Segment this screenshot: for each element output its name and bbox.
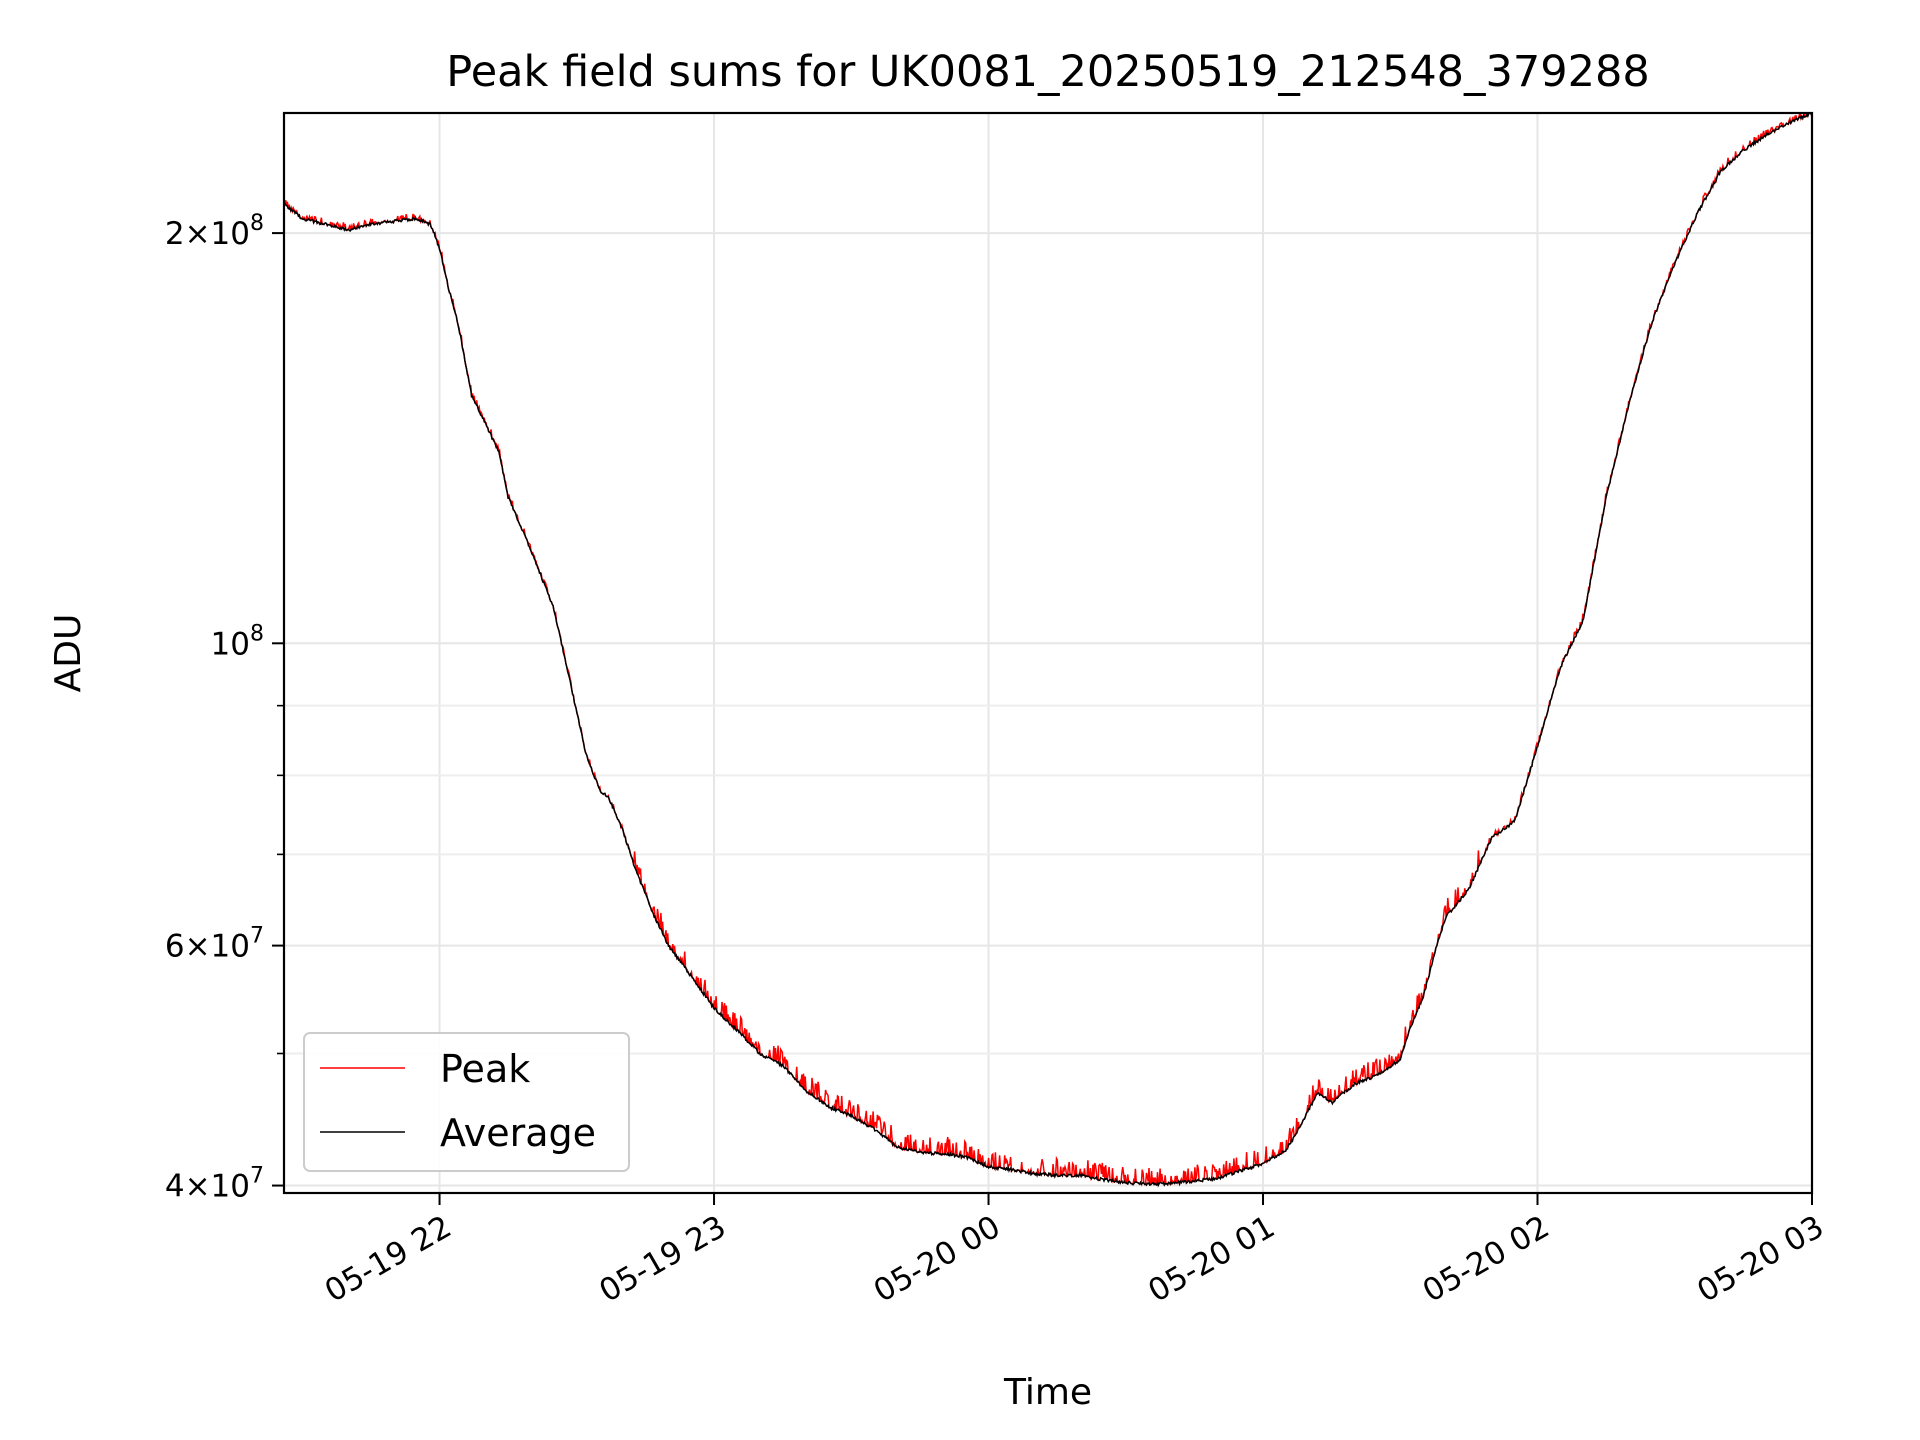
legend-label-peak: Peak — [440, 1047, 530, 1091]
y-tick-label: 2×108 — [165, 211, 264, 252]
chart-title: Peak field sums for UK0081_20250519_2125… — [446, 47, 1649, 97]
legend-label-average: Average — [440, 1111, 596, 1155]
y-tick-label: 108 — [211, 621, 264, 662]
y-tick-label: 6×107 — [165, 924, 264, 965]
series-line-average — [284, 113, 1812, 1187]
series-layer — [284, 113, 1812, 1188]
y-tick-label: 4×107 — [165, 1164, 264, 1205]
x-axis-label: Time — [1003, 1372, 1092, 1413]
legend: Peak Average — [303, 1032, 630, 1172]
y-axis-label: ADU — [48, 614, 89, 693]
plot-frame — [282, 111, 1814, 1195]
